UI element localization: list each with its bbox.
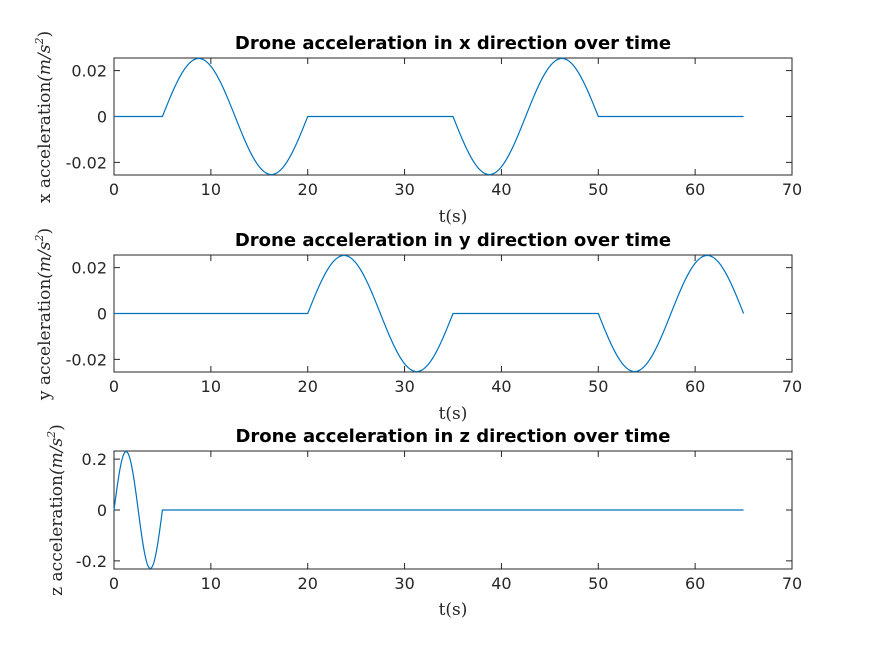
x-tick-label: 10 xyxy=(201,574,221,593)
subplot-x-acceleration: Drone acceleration in x direction over t… xyxy=(33,31,802,227)
y-axis-label-exponent: 2 xyxy=(45,431,58,439)
y-axis-label: y acceleration(m/s2) xyxy=(33,228,55,401)
x-axis-label: t(s) xyxy=(439,404,468,424)
x-axis-label: t(s) xyxy=(439,207,468,227)
y-axis-label-close: ) xyxy=(35,228,55,235)
subplot-y-acceleration: Drone acceleration in y direction over t… xyxy=(33,228,802,424)
chart-title: Drone acceleration in x direction over t… xyxy=(235,33,671,54)
x-tick-label: 20 xyxy=(298,180,318,199)
x-tick-label: 60 xyxy=(685,574,705,593)
series-line xyxy=(113,450,744,570)
x-tick-label: 70 xyxy=(782,574,802,593)
y-axis-label-unit: (m/s xyxy=(35,44,55,81)
chart-title: Drone acceleration in z direction over t… xyxy=(235,426,670,447)
y-tick-label: 0.2 xyxy=(82,450,107,469)
subplot-z-acceleration: Drone acceleration in z direction over t… xyxy=(45,424,802,620)
y-axis-label: x acceleration(m/s2) xyxy=(33,31,55,203)
x-tick-label: 0 xyxy=(109,574,119,593)
y-axis-label-exponent: 2 xyxy=(33,234,46,242)
x-tick-label: 30 xyxy=(394,180,414,199)
y-axis-label-close: ) xyxy=(35,31,55,38)
y-axis-label-prefix: z acceleration xyxy=(47,475,67,596)
x-tick-label: 50 xyxy=(588,180,608,199)
y-tick-label: 0 xyxy=(97,501,107,520)
x-tick-label: 20 xyxy=(298,377,318,396)
series-line xyxy=(114,254,745,373)
y-tick-label: 0.02 xyxy=(71,259,107,278)
y-axis-label-close: ) xyxy=(47,424,67,431)
x-tick-label: 40 xyxy=(491,180,511,199)
series-line xyxy=(114,57,744,176)
x-tick-label: 40 xyxy=(491,574,511,593)
y-tick-label: 0 xyxy=(97,108,107,127)
y-tick-label: 0 xyxy=(97,305,107,324)
x-tick-label: 40 xyxy=(491,377,511,396)
y-tick-label: -0.02 xyxy=(66,153,107,172)
chart-title: Drone acceleration in y direction over t… xyxy=(235,230,671,251)
y-axis-label-unit: (m/s xyxy=(35,241,55,278)
y-axis-label-unit: (m/s xyxy=(47,438,67,475)
tick-group: 0 10 20 30 40 50 60 70-0.200.2 xyxy=(76,450,802,593)
x-tick-label: 60 xyxy=(685,377,705,396)
x-tick-label: 0 xyxy=(109,377,119,396)
x-tick-label: 30 xyxy=(394,574,414,593)
y-tick-label: -0.02 xyxy=(66,350,107,369)
x-tick-label: 50 xyxy=(588,377,608,396)
y-axis-label-prefix: x acceleration xyxy=(35,82,55,203)
x-tick-label: 60 xyxy=(685,180,705,199)
x-axis-label: t(s) xyxy=(439,600,468,620)
y-axis-label: z acceleration(m/s2) xyxy=(45,424,67,596)
x-tick-label: 70 xyxy=(782,377,802,396)
x-tick-label: 30 xyxy=(394,377,414,396)
y-axis-label-prefix: y acceleration xyxy=(35,279,55,402)
y-tick-label: -0.2 xyxy=(76,552,107,571)
x-tick-label: 0 xyxy=(109,180,119,199)
y-axis-label-exponent: 2 xyxy=(33,37,46,45)
x-tick-label: 10 xyxy=(201,180,221,199)
x-tick-label: 10 xyxy=(201,377,221,396)
x-tick-label: 50 xyxy=(588,574,608,593)
x-tick-label: 20 xyxy=(298,574,318,593)
y-tick-label: 0.02 xyxy=(71,62,107,81)
x-tick-label: 70 xyxy=(782,180,802,199)
